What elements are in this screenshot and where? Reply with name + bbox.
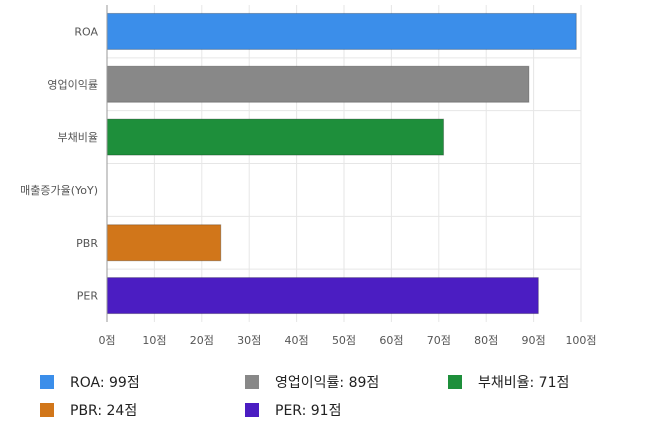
x-tick-label: 40점 bbox=[285, 334, 309, 347]
bar bbox=[106, 224, 222, 262]
bar bbox=[106, 277, 539, 315]
legend-label-debt-ratio: 부채비율: 71점 bbox=[478, 375, 570, 391]
x-tick-label: 50점 bbox=[332, 334, 356, 347]
legend-label-pbr: PBR: 24점 bbox=[70, 403, 138, 419]
y-tick-label: 매출증가율(YoY) bbox=[20, 184, 98, 197]
y-tick-label: PER bbox=[77, 290, 99, 303]
x-tick-label: 10점 bbox=[142, 334, 166, 347]
legend-item-per[interactable]: PER: 91점 bbox=[245, 400, 341, 420]
legend-item-pbr[interactable]: PBR: 24점 bbox=[40, 400, 137, 420]
x-tick-label: 20점 bbox=[190, 334, 214, 347]
legend-item-debt-ratio[interactable]: 부채비율: 71점 bbox=[448, 372, 569, 392]
x-tick-label: 0점 bbox=[98, 334, 115, 347]
legend-swatch-pbr bbox=[40, 403, 54, 417]
bars bbox=[106, 12, 577, 315]
legend-label-roa: ROA: 99점 bbox=[70, 375, 140, 391]
bar bbox=[106, 65, 530, 103]
x-tick-label: 30점 bbox=[237, 334, 261, 347]
legend-swatch-debt-ratio bbox=[448, 375, 462, 389]
x-tick-label: 60점 bbox=[379, 334, 403, 347]
y-tick-label: PBR bbox=[76, 237, 98, 250]
legend-swatch-per bbox=[245, 403, 259, 417]
y-tick-label: ROA bbox=[74, 25, 98, 38]
legend-label-per: PER: 91점 bbox=[275, 403, 342, 419]
grid-lines bbox=[107, 5, 582, 322]
y-tick-label: 부채비율 bbox=[58, 131, 98, 144]
y-tick-label: 영업이익률 bbox=[47, 78, 98, 91]
legend-item-roa[interactable]: ROA: 99점 bbox=[40, 372, 140, 392]
legend-item-operating-margin[interactable]: 영업이익률: 89점 bbox=[245, 372, 379, 392]
legend-swatch-roa bbox=[40, 375, 54, 389]
legend-label-operating-margin: 영업이익률: 89점 bbox=[275, 375, 380, 391]
x-tick-label: 100점 bbox=[565, 334, 596, 347]
x-tick-label: 80점 bbox=[474, 334, 498, 347]
legend: ROA: 99점 영업이익률: 89점 부채비율: 71점 PBR: 24점 P… bbox=[40, 372, 640, 422]
x-tick-label: 90점 bbox=[522, 334, 546, 347]
x-tick-label: 70점 bbox=[427, 334, 451, 347]
bar bbox=[106, 12, 577, 50]
legend-swatch-operating-margin bbox=[245, 375, 259, 389]
bar bbox=[106, 118, 445, 156]
